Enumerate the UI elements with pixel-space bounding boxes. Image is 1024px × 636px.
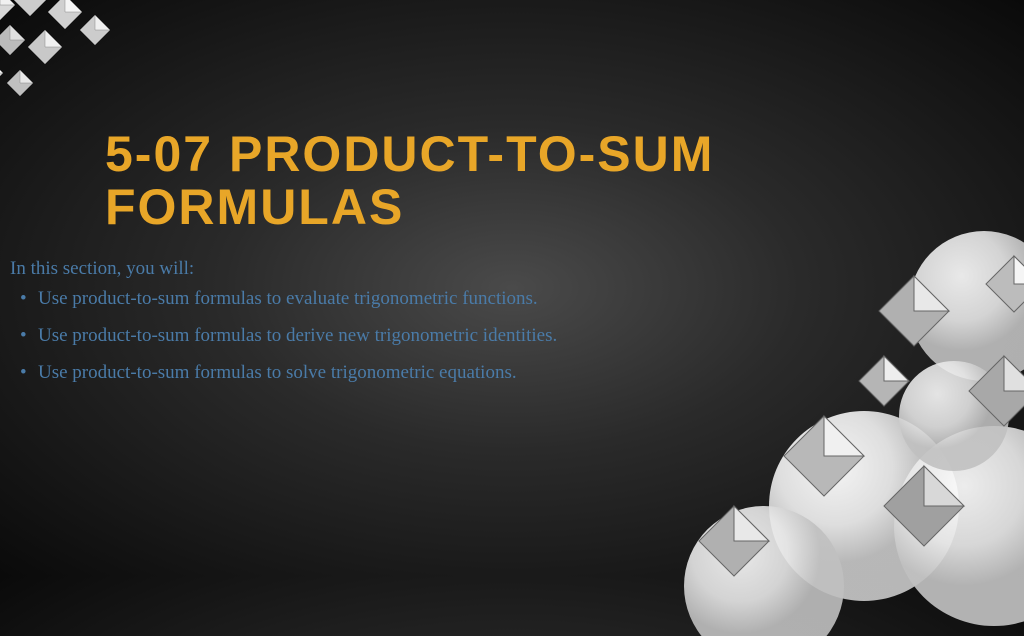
list-item: Use product-to-sum formulas to evaluate … <box>10 288 630 311</box>
objectives-list: Use product-to-sum formulas to evaluate … <box>10 288 630 398</box>
title-line-2: Formulas <box>105 181 714 234</box>
slide-title: 5-07 Product-to-Sum Formulas <box>105 128 714 233</box>
title-line-1: 5-07 Product-to-Sum <box>105 128 714 181</box>
section-intro: In this section, you will: <box>10 258 194 280</box>
list-item: Use product-to-sum formulas to solve tri… <box>10 362 630 385</box>
list-item: Use product-to-sum formulas to derive ne… <box>10 325 630 348</box>
crystal-decoration-bottom-right <box>604 216 1024 636</box>
